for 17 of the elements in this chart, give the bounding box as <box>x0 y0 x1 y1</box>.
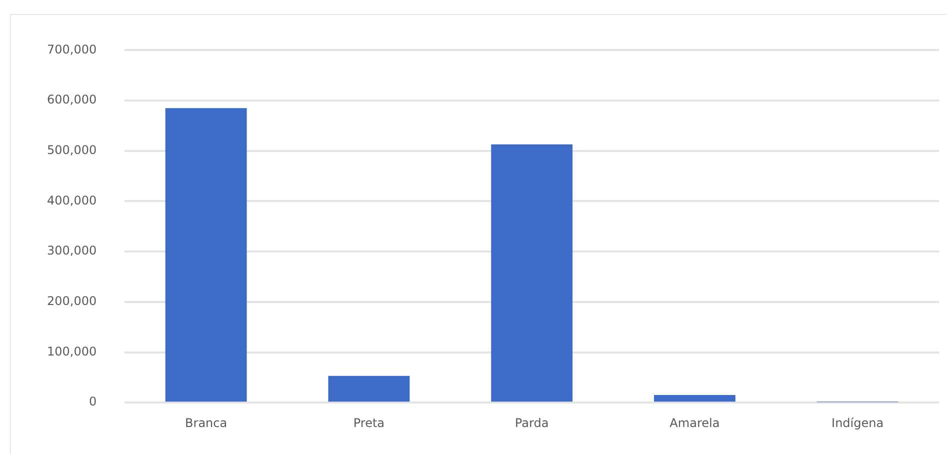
y-tick-label: 0 <box>88 394 97 409</box>
y-tick-label: 700,000 <box>47 42 97 56</box>
x-tick-label: Indígena <box>832 416 884 430</box>
y-tick-label: 600,000 <box>47 92 97 107</box>
y-tick-label: 400,000 <box>47 193 97 208</box>
bar <box>165 108 247 402</box>
x-tick-label: Branca <box>185 416 228 430</box>
y-tick-label: 200,000 <box>47 294 97 308</box>
bar <box>654 395 736 402</box>
x-tick-label: Amarela <box>670 416 720 430</box>
x-tick-label: Parda <box>514 416 549 430</box>
x-tick-label: Preta <box>353 416 385 430</box>
bar <box>491 144 573 402</box>
y-tick-label: 300,000 <box>47 244 97 258</box>
y-tick-label: 100,000 <box>47 344 97 358</box>
y-tick-label: 500,000 <box>47 143 97 158</box>
bar <box>328 376 410 402</box>
